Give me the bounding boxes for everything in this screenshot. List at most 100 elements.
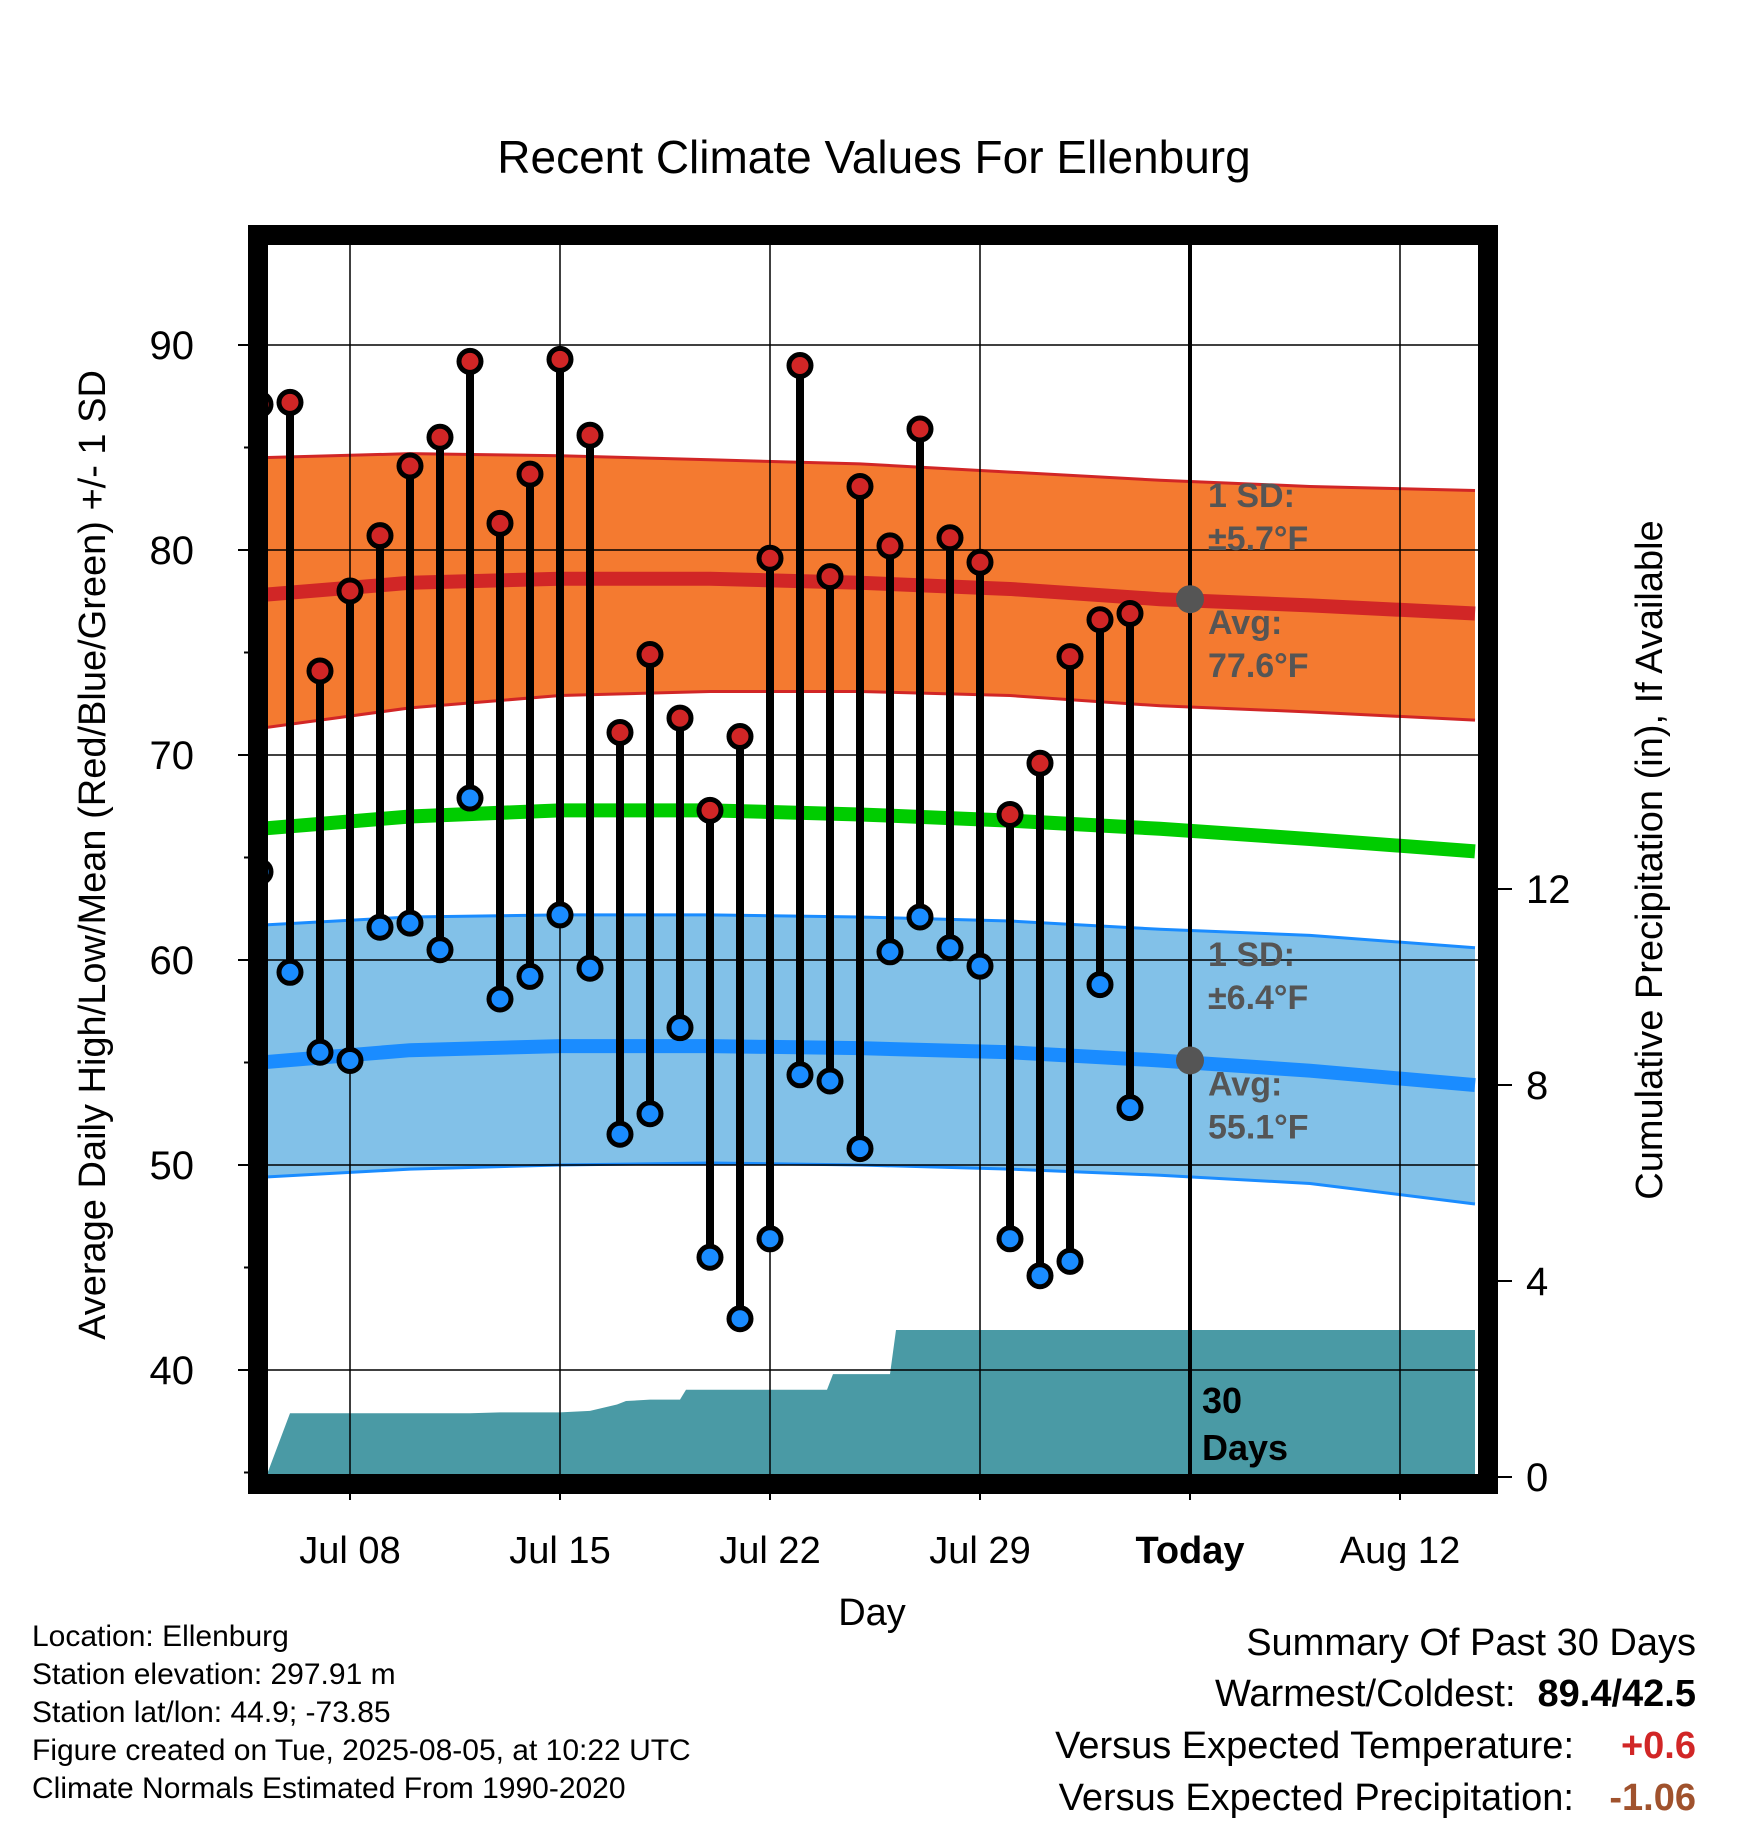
daily-high-point [396,452,424,480]
daily-low-point [486,985,514,1013]
high-sd-value: ±5.7°F [1208,520,1308,558]
daily-high-point [876,532,904,560]
x-tick-label: Jul 29 [929,1530,1030,1572]
high-avg-value: 77.6°F [1208,647,1309,685]
daily-low-point [268,860,274,883]
daily-high-point [726,723,754,751]
daily-high-point [936,524,964,552]
x-tick-label: Aug 12 [1340,1530,1460,1572]
y-left-tick-label: 50 [150,1144,195,1188]
daily-high-point [816,563,844,591]
daily-high-point [1026,749,1054,777]
daily-high-point [546,345,574,373]
daily-low-point [636,1100,664,1128]
daily-low-point [546,901,574,929]
daily-low-point [966,952,994,980]
daily-low-point [666,1014,694,1042]
precip-area [268,1330,1475,1474]
daily-high-point [786,352,814,379]
today-high-avg-marker [1176,585,1204,614]
daily-low-point [1086,971,1114,999]
high-plus-sd-line [268,452,1476,493]
y-right-tick-label: 12 [1526,868,1571,912]
daily-low-point [306,1038,334,1066]
daily-high-point [268,393,274,416]
daily-high-point [516,460,544,488]
plot-area [268,245,1478,1474]
daily-high-point [1086,606,1114,634]
daily-low-point [756,1225,784,1253]
daily-high-point [1116,600,1144,628]
daily-low-point [1056,1247,1084,1275]
daily-high-point [756,544,784,572]
x-tick-label: Jul 15 [509,1530,610,1572]
high-avg-label: Avg: [1208,604,1282,642]
y-left-tick-label: 90 [150,324,195,368]
daily-low-point [276,958,304,986]
high-sd-band [268,453,1475,728]
daily-high-point [426,423,454,451]
daily-high-point [966,548,994,576]
today-low-avg-marker [1176,1046,1204,1075]
daily-high-point [1056,643,1084,671]
daily-low-point [726,1305,754,1333]
days-text-label: Days [1202,1427,1288,1468]
daily-high-point [486,509,514,537]
daily-high-point [576,421,604,449]
daily-low-point [876,938,904,966]
daily-low-point [906,903,934,931]
daily-high-point [996,800,1024,828]
low-avg-value: 55.1°F [1208,1108,1309,1146]
info-block: Location: Ellenburg Station elevation: 2… [32,1618,691,1808]
daily-high-point [636,641,664,669]
daily-high-point [906,415,934,443]
high-sd-label: 1 SD: [1208,477,1295,515]
daily-high-point [366,522,394,550]
daily-low-point [786,1061,814,1089]
info-created: Figure created on Tue, 2025-08-05, at 10… [32,1734,691,1767]
daily-high-point [336,577,364,605]
daily-low-point [366,913,394,941]
daily-low-point [846,1135,874,1163]
info-elevation: Station elevation: 297.91 m [32,1658,396,1691]
daily-high-point [276,388,304,416]
temp-versus-value: +0.6 [1620,1725,1696,1767]
daily-high-point [606,718,634,746]
chart-title: Recent Climate Values For Ellenburg [497,131,1250,183]
daily-low-point [576,954,604,982]
y-right-tick-label: 8 [1526,1064,1548,1108]
daily-low-point [516,962,544,990]
daily-low-point [396,909,424,937]
daily-low-point [1116,1094,1144,1122]
info-latlon: Station lat/lon: 44.9; -73.85 [32,1696,391,1729]
y-left-tick-label: 70 [150,734,195,778]
y-axis-label-left: Average Daily High/Low/Mean (Red/Blue/Gr… [72,370,114,1340]
daily-low-point [696,1243,724,1271]
daily-low-point [426,936,454,964]
y-right-tick-label: 0 [1526,1456,1548,1500]
y-axis-label-right: Cumulative Precipitation (in), If Availa… [1629,520,1671,1199]
info-location: Location: Ellenburg [32,1620,289,1653]
warm-cold-label: Warmest/Coldest: [1214,1673,1516,1715]
daily-low-point [456,784,484,812]
low-sd-label: 1 SD: [1208,936,1295,974]
daily-low-point [936,934,964,962]
daily-low-point [816,1067,844,1095]
y-right-tick-label: 4 [1526,1260,1548,1304]
daily-low-point [606,1120,634,1148]
low-sd-value: ±6.4°F [1208,979,1308,1017]
temp-versus-label: Versus Expected Temperature: [1055,1725,1574,1767]
x-tick-label: Today [1135,1530,1244,1572]
daily-high-point [666,704,694,732]
summary-block: Summary Of Past 30 Days Warmest/Coldest:… [1055,1618,1696,1824]
days-count-label: 30 [1202,1380,1242,1421]
daily-high-point [696,796,724,824]
daily-high-point [306,657,334,685]
warm-cold-value: 89.4/42.5 [1537,1673,1696,1715]
daily-high-point [456,347,484,375]
x-tick-label: Jul 08 [299,1530,400,1572]
precip-versus-label: Versus Expected Precipitation: [1058,1777,1574,1819]
daily-low-point [336,1046,364,1074]
precip-versus-value: -1.06 [1609,1777,1696,1819]
